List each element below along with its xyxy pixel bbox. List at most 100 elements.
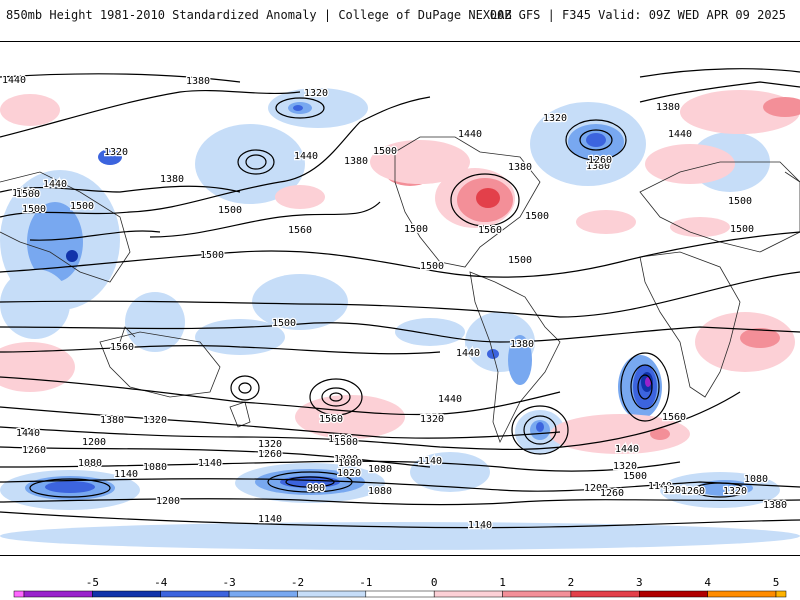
- contour-label: 1500: [16, 189, 40, 200]
- contour-label: 1380: [510, 339, 534, 350]
- colorbar-tick-label: 0: [431, 576, 438, 589]
- contour-label: 1560: [478, 225, 502, 236]
- contour-label: 900: [307, 483, 325, 494]
- colorbar-swatch: [23, 590, 93, 598]
- contour-label: 1440: [458, 129, 482, 140]
- contour-label: 1080: [368, 486, 392, 497]
- contour-label: 1140: [468, 520, 492, 531]
- colorbar-tick-label: 4: [704, 576, 711, 589]
- contour-label: 1440: [438, 394, 462, 405]
- contour-label: 1560: [319, 414, 343, 425]
- contour-label: 1260: [22, 445, 46, 456]
- contour-label: 1140: [258, 514, 282, 525]
- contour-label: 1260: [600, 488, 624, 499]
- colorbar-tick-label: -3: [222, 576, 235, 589]
- contour-label: 1380: [160, 174, 184, 185]
- colorbar-swatch: [13, 590, 25, 598]
- contour-label: 1320: [543, 113, 567, 124]
- contour-label: 1080: [78, 458, 102, 469]
- contour-label: 1440: [615, 444, 639, 455]
- contour-label: 1380: [508, 162, 532, 173]
- contour-label: 1500: [525, 211, 549, 222]
- contour-label: 1500: [200, 250, 224, 261]
- contour-label: 1560: [662, 412, 686, 423]
- colorbar-swatch: [297, 590, 367, 598]
- colorbar-swatch: [639, 590, 708, 598]
- colorbar-tick-label: 3: [636, 576, 643, 589]
- contour-label: 1560: [288, 225, 312, 236]
- contour-label: 1080: [338, 458, 362, 469]
- colorbar-tick-label: -2: [291, 576, 304, 589]
- contour-label: 1560: [110, 342, 134, 353]
- contour-label: 1200: [584, 483, 608, 494]
- contour-label: 1320: [143, 415, 167, 426]
- contour-label: 1380: [344, 156, 368, 167]
- colorbar-swatch: [433, 590, 503, 598]
- colorbar-swatch: [160, 590, 230, 598]
- contour-label: 1500: [22, 204, 46, 215]
- contour-label: 1500: [623, 471, 647, 482]
- colorbar-tick-label: -4: [154, 576, 168, 589]
- contour-label: 1440: [421, 414, 445, 425]
- anomaly-colorbar: -5 -4 -3 -2 -1 0 1 2 3 4 5: [0, 574, 800, 600]
- contour-label: 1500: [373, 146, 397, 157]
- contour-label: 1440: [456, 348, 480, 359]
- contour-label: 1440: [43, 179, 67, 190]
- contour-label: 1380: [763, 500, 787, 511]
- contour-label: 1260: [258, 449, 282, 460]
- contour-label: 1380: [586, 161, 610, 172]
- colorbar-swatch: [502, 590, 572, 598]
- contour-label: 1500: [508, 255, 532, 266]
- height-contours: [0, 68, 800, 529]
- contour-label: 1440: [668, 129, 692, 140]
- contour-label: 1380: [186, 76, 210, 87]
- contour-label: 1500: [420, 261, 444, 272]
- contour-label: 1320: [420, 414, 444, 425]
- contour-label: 1500: [272, 318, 296, 329]
- colorbar-swatch: [570, 590, 640, 598]
- contour-label: 1500: [218, 205, 242, 216]
- contour-label: 1260: [588, 155, 612, 166]
- contour-label: 1020: [337, 468, 361, 479]
- contour-label: 1140: [198, 458, 222, 469]
- contour-label: 1500: [334, 437, 358, 448]
- contour-label: 1200: [334, 454, 358, 465]
- contour-label: 1500: [70, 201, 94, 212]
- contour-label: 1500: [328, 434, 352, 445]
- colorbar-tick-label: 5: [773, 576, 780, 589]
- weather-map[interactable]: 1380 1440 1320 1380 1320 1440 1380 1440 1500 1380…: [0, 41, 800, 556]
- contour-label: 1440: [12, 188, 36, 199]
- contour-label: 1140: [114, 469, 138, 480]
- contour-label: 1080: [744, 474, 768, 485]
- contour-label: 1200: [663, 485, 687, 496]
- contour-label: 1200: [82, 437, 106, 448]
- colorbar-swatch: [707, 590, 777, 598]
- contour-label: 1380: [100, 415, 124, 426]
- colorbar-swatch: [92, 590, 161, 598]
- colorbar-tick-label: 1: [499, 576, 506, 589]
- colorbar-swatch: [228, 590, 298, 598]
- contour-label: 1320: [258, 439, 282, 450]
- contour-label: 1320: [613, 461, 637, 472]
- header-bar: 850mb Height 1981-2010 Standardized Anom…: [0, 0, 800, 40]
- contour-label: 1140: [648, 481, 672, 492]
- map-title: 850mb Height 1981-2010 Standardized Anom…: [6, 8, 512, 22]
- contour-label: 1500: [404, 224, 428, 235]
- colorbar-swatch: [365, 590, 435, 598]
- colorbar-swatch: [775, 590, 787, 598]
- contour-label: 1440: [16, 428, 40, 439]
- contour-label: 1320: [104, 147, 128, 158]
- contour-label: 1380: [656, 102, 680, 113]
- valid-time-label: 00Z GFS | F345 Valid: 09Z WED APR 09 202…: [489, 8, 786, 22]
- contour-label: 1200: [156, 496, 180, 507]
- contour-label: 1260: [681, 486, 705, 497]
- colorbar-tick-label: -5: [86, 576, 99, 589]
- contour-label: 1080: [368, 464, 392, 475]
- contour-label: 1440: [2, 75, 26, 86]
- contour-label: 1440: [294, 151, 318, 162]
- contour-label: 1500: [728, 196, 752, 207]
- contour-label: 1080: [143, 462, 167, 473]
- coastlines: [0, 136, 800, 444]
- contour-label: 1320: [723, 486, 747, 497]
